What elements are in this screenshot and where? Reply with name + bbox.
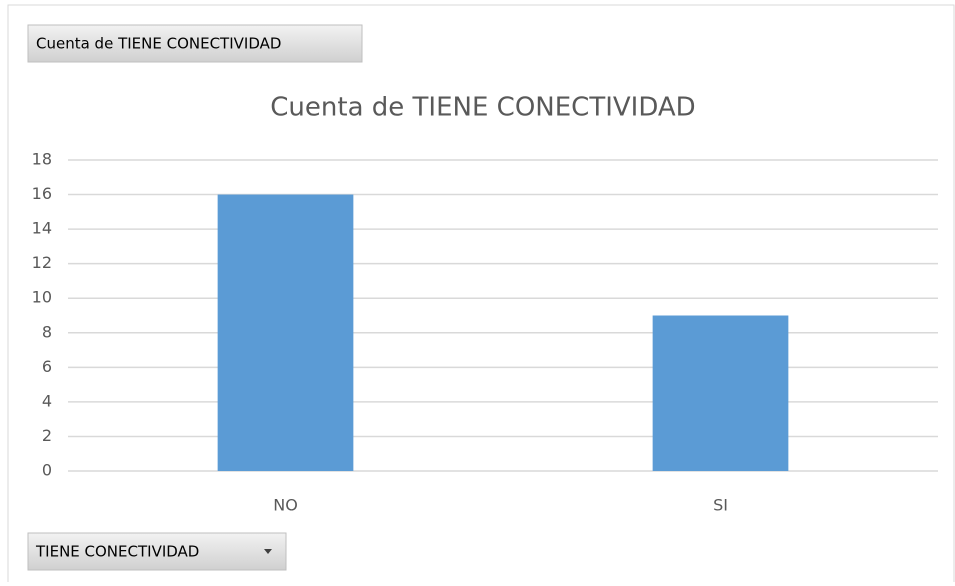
- chart-title: Cuenta de TIENE CONECTIVIDAD: [270, 93, 695, 123]
- bar: [217, 194, 354, 472]
- x-tick-label: NO: [273, 496, 298, 515]
- value-field-button-label: Cuenta de TIENE CONECTIVIDAD: [36, 35, 281, 53]
- chart-border: [7, 4, 955, 586]
- y-tick-label: 8: [42, 322, 52, 341]
- y-tick-label: 10: [32, 288, 52, 307]
- y-tick-label: 2: [42, 426, 52, 445]
- y-tick-label: 18: [32, 150, 52, 169]
- x-tick-label: SI: [713, 496, 728, 515]
- y-tick-label: 14: [32, 219, 52, 238]
- bar: [652, 315, 789, 471]
- axis-field-button-label: TIENE CONECTIVIDAD: [35, 543, 199, 561]
- dropdown-arrow: [264, 549, 272, 554]
- y-tick-label: 6: [42, 357, 52, 376]
- y-tick-label: 0: [42, 461, 52, 480]
- axis-field-button[interactable]: [27, 532, 287, 571]
- y-tick-label: 16: [32, 184, 52, 203]
- value-field-button[interactable]: [27, 24, 363, 63]
- y-tick-label: 4: [42, 391, 52, 410]
- y-tick-label: 12: [32, 253, 52, 272]
